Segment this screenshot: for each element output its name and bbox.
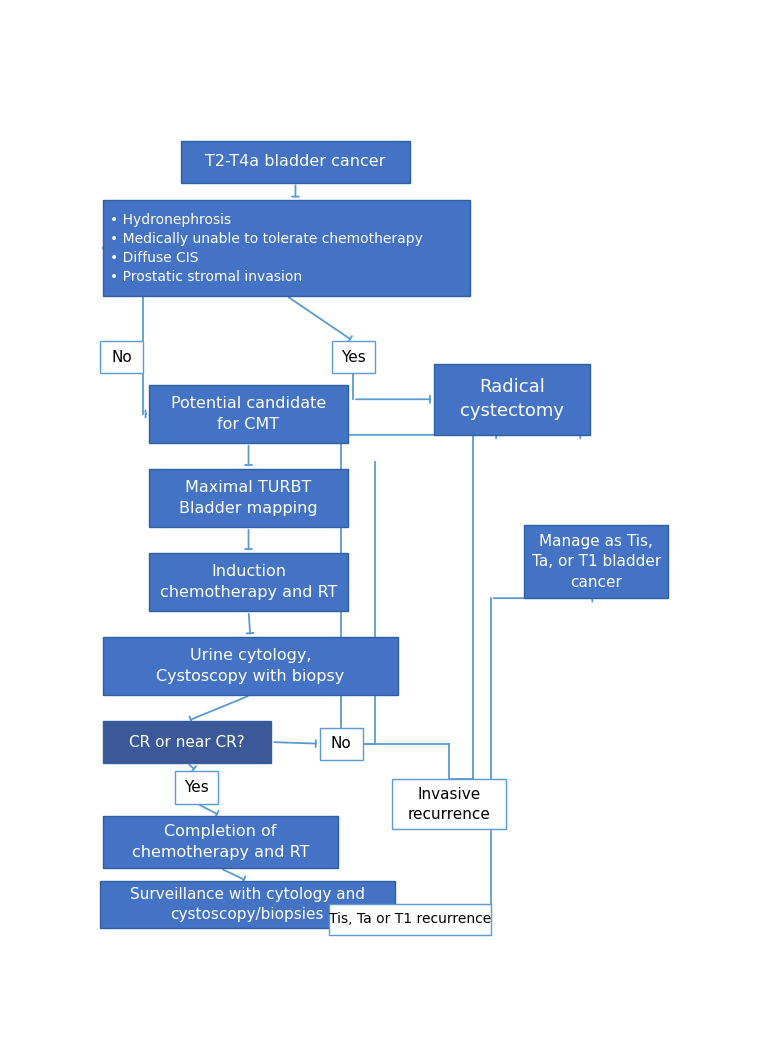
Text: Potential candidate
for CMT: Potential candidate for CMT [171,396,326,432]
Text: Yes: Yes [185,780,210,795]
FancyBboxPatch shape [103,637,397,695]
FancyBboxPatch shape [331,341,375,374]
FancyBboxPatch shape [175,771,219,803]
Text: Invasive
recurrence: Invasive recurrence [407,786,490,822]
Text: No: No [331,736,352,751]
Text: T2-T4a bladder cancer: T2-T4a bladder cancer [206,154,386,169]
FancyBboxPatch shape [524,525,668,598]
FancyBboxPatch shape [103,201,469,296]
FancyBboxPatch shape [103,816,338,868]
Text: Surveillance with cytology and
cystoscopy/biopsies: Surveillance with cytology and cystoscop… [130,887,365,922]
FancyBboxPatch shape [100,881,395,928]
Text: Completion of
chemotherapy and RT: Completion of chemotherapy and RT [132,824,309,860]
Text: CR or near CR?: CR or near CR? [130,735,245,750]
Text: Maximal TURBT
Bladder mapping: Maximal TURBT Bladder mapping [179,480,318,516]
FancyBboxPatch shape [328,904,491,934]
FancyBboxPatch shape [149,553,348,611]
FancyBboxPatch shape [149,468,348,527]
FancyBboxPatch shape [149,384,348,443]
Text: No: No [111,350,132,364]
FancyBboxPatch shape [103,721,272,763]
Text: • Hydronephrosis
• Medically unable to tolerate chemotherapy
• Diffuse CIS
• Pro: • Hydronephrosis • Medically unable to t… [110,213,423,284]
FancyBboxPatch shape [392,779,506,830]
FancyBboxPatch shape [434,363,591,435]
Text: Tis, Ta or T1 recurrence: Tis, Ta or T1 recurrence [328,912,491,926]
FancyBboxPatch shape [320,728,363,760]
Text: Urine cytology,
Cystoscopy with biopsy: Urine cytology, Cystoscopy with biopsy [156,649,345,684]
FancyBboxPatch shape [100,341,144,374]
FancyBboxPatch shape [181,141,410,183]
Text: Yes: Yes [341,350,365,364]
Text: Induction
chemotherapy and RT: Induction chemotherapy and RT [160,564,338,600]
Text: Manage as Tis,
Ta, or T1 bladder
cancer: Manage as Tis, Ta, or T1 bladder cancer [532,533,661,590]
Text: Radical
cystectomy: Radical cystectomy [460,378,564,420]
